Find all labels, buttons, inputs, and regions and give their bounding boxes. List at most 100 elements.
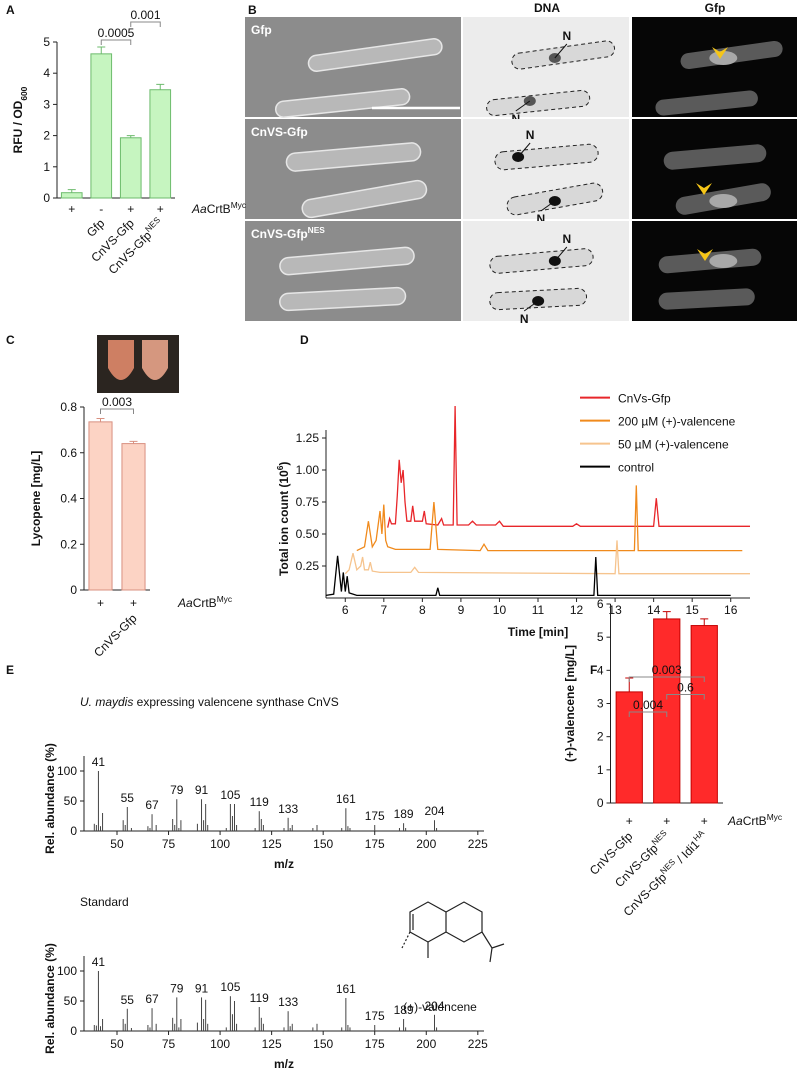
nucleus-label: N: [563, 29, 572, 43]
sign: +: [130, 596, 137, 610]
x-tick-label: 150: [313, 1037, 333, 1051]
significance-bracket: [666, 694, 705, 700]
x-tick-label: 225: [468, 837, 488, 851]
y-tick-label: 100: [57, 764, 77, 778]
treatment-label-part: Myc: [231, 200, 246, 210]
y-tick-label: 2: [597, 730, 604, 744]
legend-label: 50 µM (+)-valencene: [618, 438, 729, 452]
peak-label: 41: [92, 755, 106, 769]
y-tick-label: 1: [43, 160, 50, 174]
x-tick-label-part: Gfp: [84, 216, 108, 240]
nucleus-pointer: [554, 43, 568, 59]
y-tick-label: 5: [43, 35, 50, 49]
peak-label: 91: [195, 981, 209, 995]
peak-label: 105: [220, 788, 240, 802]
x-tick-label-part: CnVS-Gfp: [91, 611, 140, 660]
nucleus-pointer: [515, 100, 531, 112]
y-tick-label: 0: [70, 1024, 77, 1038]
chart-title-part: expressing valencene synthase CnVS: [133, 695, 338, 709]
peak-label: 105: [220, 980, 240, 994]
y-tick-label: 3: [43, 97, 50, 111]
y-tick-label: 0.25: [296, 559, 320, 573]
cell-outline: [486, 89, 591, 117]
y-tick-label: 0.4: [60, 492, 77, 506]
x-tick-label: 200: [416, 837, 436, 851]
cell-outline: [489, 248, 594, 274]
y-tick-label: 0.75: [296, 495, 320, 509]
p-value: 0.0005: [98, 26, 135, 40]
y-tick-label: 0: [70, 583, 77, 597]
significance-bracket: [100, 408, 134, 414]
bar: [121, 443, 146, 591]
peak-label: 189: [394, 807, 414, 821]
peak-label: 175: [365, 1009, 385, 1023]
error-bar: [126, 135, 135, 138]
y-tick-label: 4: [43, 66, 50, 80]
x-tick-label: 75: [162, 1037, 176, 1051]
y-axis-title-part: ): [277, 462, 291, 466]
sign: +: [97, 596, 104, 610]
nucleus-label: N: [520, 312, 529, 326]
y-tick-label: 3: [597, 697, 604, 711]
p-value: 0.6: [677, 681, 694, 695]
x-tick-label: 125: [262, 1037, 282, 1051]
x-axis-title: Time [min]: [508, 625, 568, 639]
peak-label: 175: [365, 809, 385, 823]
peak-label: 67: [145, 798, 159, 812]
bar: [653, 618, 681, 804]
y-tick-label: 1.00: [296, 463, 320, 477]
x-axis-title: m/z: [274, 1057, 294, 1071]
x-tick-label-part: NES: [143, 215, 163, 235]
peak-label: 161: [336, 982, 356, 996]
error-bar: [129, 440, 138, 444]
peak-label: 79: [170, 783, 184, 797]
y-axis-title: RFU / OD600: [11, 86, 29, 153]
y-tick-label: 2: [43, 129, 50, 143]
peak-label: 119: [250, 991, 269, 1005]
x-tick-label: 13: [608, 603, 622, 617]
peak-label: 189: [394, 1003, 414, 1017]
y-tick-label: 50: [64, 794, 78, 808]
sign: +: [701, 814, 708, 828]
sign: +: [127, 202, 134, 216]
panel-label: A: [6, 3, 15, 17]
peak-label: 133: [278, 802, 298, 816]
x-tick-label: 8: [419, 603, 426, 617]
cell-fluorescence: [663, 144, 767, 170]
tube-photo: [97, 335, 179, 393]
cell: [301, 179, 428, 219]
peak-label: 79: [170, 981, 184, 995]
y-axis-title-part: 600: [19, 86, 29, 100]
cell: [279, 286, 407, 312]
cell: [285, 142, 422, 172]
p-value: 0.004: [633, 698, 663, 712]
arrowhead: [712, 47, 728, 59]
treatment-label-part: Aa: [177, 596, 193, 610]
x-tick-label: 175: [365, 1037, 385, 1051]
column-header: Gfp: [705, 1, 726, 15]
nucleus-pointer: [540, 200, 556, 212]
cell: [274, 88, 411, 118]
peak-label: 161: [336, 792, 356, 806]
y-axis-title: Total ion count (106): [275, 462, 291, 576]
nucleus-glow: [709, 194, 738, 208]
nucleus-label: N: [537, 212, 546, 226]
error-bar: [156, 83, 165, 90]
peak-label: 41: [92, 955, 106, 969]
x-tick-label: 7: [380, 603, 387, 617]
y-axis-title-part: (+)-valencene [mg/L]: [563, 645, 577, 762]
row-label-part: Gfp: [251, 23, 272, 37]
panel-label: E: [6, 663, 14, 677]
x-tick-label: 175: [365, 837, 385, 851]
x-tick-label: CnVS-Gfp: [91, 611, 140, 660]
row-label: Gfp: [251, 23, 272, 37]
x-tick-label: 11: [532, 603, 545, 617]
peak-label: 204: [424, 804, 444, 818]
nucleus-label: N: [526, 128, 535, 142]
bar: [88, 421, 113, 591]
treatment-label-part: Myc: [217, 594, 232, 604]
x-tick-label: 12: [570, 603, 584, 617]
y-tick-label: 0.6: [60, 446, 77, 460]
panel-label: F: [590, 663, 597, 677]
treatment-label: AaCrtBMyc: [727, 812, 782, 828]
